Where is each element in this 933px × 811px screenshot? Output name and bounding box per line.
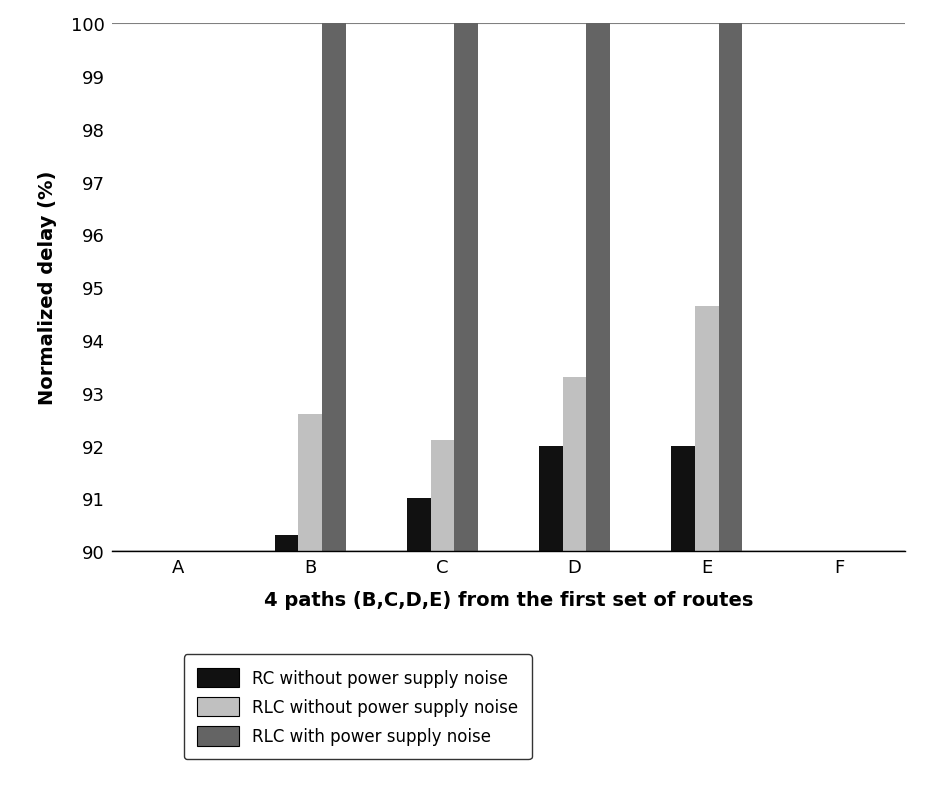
Bar: [274, 535, 299, 551]
Legend: RC without power supply noise, RLC without power supply noise, RLC with power su: RC without power supply noise, RLC witho…: [184, 654, 532, 759]
Bar: [322, 24, 346, 551]
X-axis label: 4 paths (B,C,D,E) from the first set of routes: 4 paths (B,C,D,E) from the first set of …: [264, 590, 753, 609]
Bar: [563, 377, 587, 551]
Bar: [539, 446, 563, 551]
Bar: [587, 24, 610, 551]
Bar: [299, 414, 322, 551]
Bar: [430, 441, 454, 551]
Bar: [718, 24, 743, 551]
Bar: [407, 499, 430, 551]
Y-axis label: Normalized delay (%): Normalized delay (%): [38, 171, 57, 405]
Bar: [454, 24, 478, 551]
Bar: [671, 446, 695, 551]
Bar: [695, 307, 718, 551]
